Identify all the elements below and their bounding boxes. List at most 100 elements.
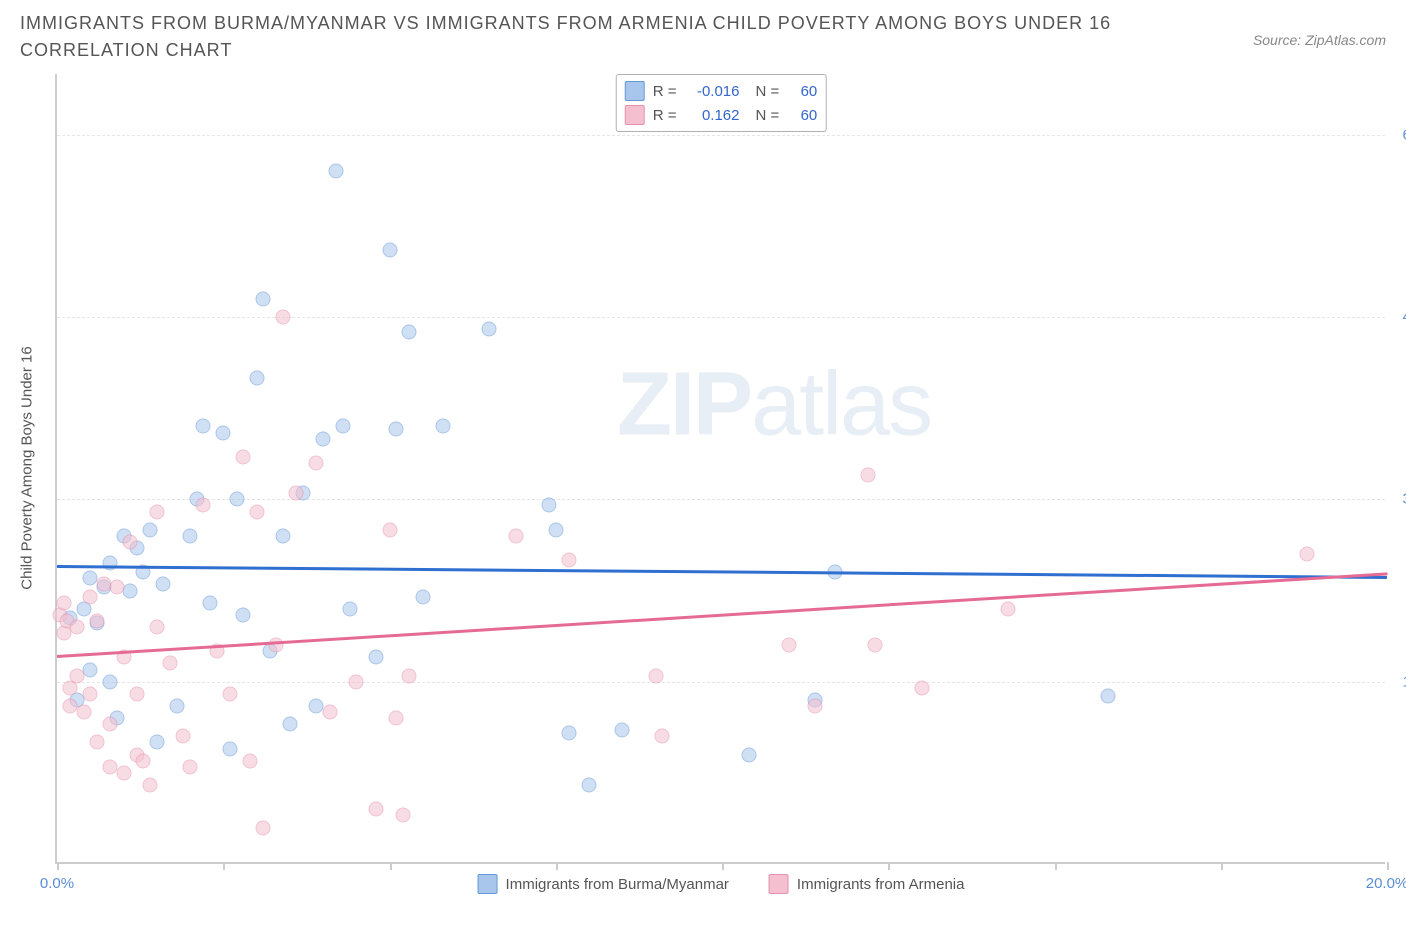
scatter-point xyxy=(83,589,98,604)
scatter-point xyxy=(76,705,91,720)
legend-swatch xyxy=(625,105,645,125)
scatter-point xyxy=(249,370,264,385)
scatter-point xyxy=(229,492,244,507)
scatter-point xyxy=(615,723,630,738)
scatter-point xyxy=(415,589,430,604)
x-tick xyxy=(1387,862,1389,870)
scatter-point xyxy=(242,753,257,768)
legend-swatch xyxy=(478,874,498,894)
scatter-point xyxy=(382,243,397,258)
legend-stats: R =-0.016N =60R =0.162N =60 xyxy=(616,74,827,132)
scatter-point xyxy=(349,674,364,689)
scatter-point xyxy=(435,419,450,434)
y-axis-label: Child Poverty Among Boys Under 16 xyxy=(19,346,36,589)
scatter-point xyxy=(289,486,304,501)
chart-container: IMMIGRANTS FROM BURMA/MYANMAR VS IMMIGRA… xyxy=(10,10,1396,920)
x-tick xyxy=(1221,862,1223,870)
scatter-point xyxy=(163,656,178,671)
x-tick xyxy=(390,862,392,870)
legend-series-label: Immigrants from Armenia xyxy=(797,876,965,893)
scatter-point xyxy=(143,778,158,793)
scatter-point xyxy=(276,528,291,543)
scatter-point xyxy=(109,579,124,594)
scatter-point xyxy=(867,638,882,653)
scatter-point xyxy=(89,613,104,628)
scatter-point xyxy=(316,431,331,446)
watermark-atlas: atlas xyxy=(751,354,931,454)
legend-series-item: Immigrants from Burma/Myanmar xyxy=(478,874,729,894)
scatter-point xyxy=(322,705,337,720)
scatter-point xyxy=(741,747,756,762)
scatter-point xyxy=(648,668,663,683)
scatter-point xyxy=(914,680,929,695)
n-label: N = xyxy=(756,107,780,124)
n-label: N = xyxy=(756,83,780,100)
scatter-point xyxy=(562,553,577,568)
scatter-point xyxy=(256,291,271,306)
scatter-point xyxy=(276,310,291,325)
legend-series-item: Immigrants from Armenia xyxy=(769,874,965,894)
gridline xyxy=(57,317,1385,318)
x-tick xyxy=(57,862,59,870)
scatter-point xyxy=(69,668,84,683)
r-label: R = xyxy=(653,107,677,124)
x-tick xyxy=(722,862,724,870)
y-tick-label: 60.0% xyxy=(1390,126,1406,143)
scatter-point xyxy=(236,449,251,464)
y-tick-label: 45.0% xyxy=(1390,309,1406,326)
scatter-point xyxy=(395,808,410,823)
scatter-point xyxy=(309,455,324,470)
scatter-point xyxy=(402,324,417,339)
gridline xyxy=(57,682,1385,683)
scatter-point xyxy=(1300,547,1315,562)
scatter-point xyxy=(256,820,271,835)
scatter-point xyxy=(143,522,158,537)
scatter-point xyxy=(222,741,237,756)
scatter-point xyxy=(861,468,876,483)
scatter-point xyxy=(269,638,284,653)
scatter-point xyxy=(402,668,417,683)
scatter-point xyxy=(1100,689,1115,704)
scatter-point xyxy=(655,729,670,744)
scatter-point xyxy=(562,725,577,740)
n-value: 60 xyxy=(787,107,817,124)
scatter-point xyxy=(369,802,384,817)
trend-line xyxy=(57,572,1387,657)
scatter-point xyxy=(103,674,118,689)
scatter-point xyxy=(89,735,104,750)
scatter-point xyxy=(176,729,191,744)
scatter-point xyxy=(123,534,138,549)
watermark-zip: ZIP xyxy=(617,354,751,454)
scatter-point xyxy=(56,595,71,610)
scatter-point xyxy=(335,419,350,434)
scatter-point xyxy=(183,759,198,774)
scatter-point xyxy=(149,504,164,519)
scatter-point xyxy=(382,522,397,537)
scatter-point xyxy=(149,620,164,635)
x-tick xyxy=(888,862,890,870)
scatter-point xyxy=(123,583,138,598)
gridline xyxy=(57,135,1385,136)
scatter-point xyxy=(103,717,118,732)
x-tick xyxy=(1055,862,1057,870)
scatter-point xyxy=(542,498,557,513)
scatter-point xyxy=(342,601,357,616)
scatter-point xyxy=(156,577,171,592)
legend-stats-row: R =-0.016N =60 xyxy=(625,79,818,103)
scatter-point xyxy=(196,419,211,434)
scatter-point xyxy=(83,686,98,701)
scatter-point xyxy=(196,498,211,513)
trend-line xyxy=(57,565,1387,578)
gridline xyxy=(57,499,1385,500)
scatter-point xyxy=(1000,601,1015,616)
scatter-point xyxy=(149,735,164,750)
legend-series: Immigrants from Burma/Myanmar Immigrants … xyxy=(478,874,965,894)
scatter-point xyxy=(389,711,404,726)
scatter-point xyxy=(83,662,98,677)
y-tick-label: 15.0% xyxy=(1390,673,1406,690)
scatter-point xyxy=(508,528,523,543)
r-value: -0.016 xyxy=(685,83,740,100)
scatter-point xyxy=(548,522,563,537)
scatter-point xyxy=(482,322,497,337)
legend-stats-row: R =0.162N =60 xyxy=(625,103,818,127)
